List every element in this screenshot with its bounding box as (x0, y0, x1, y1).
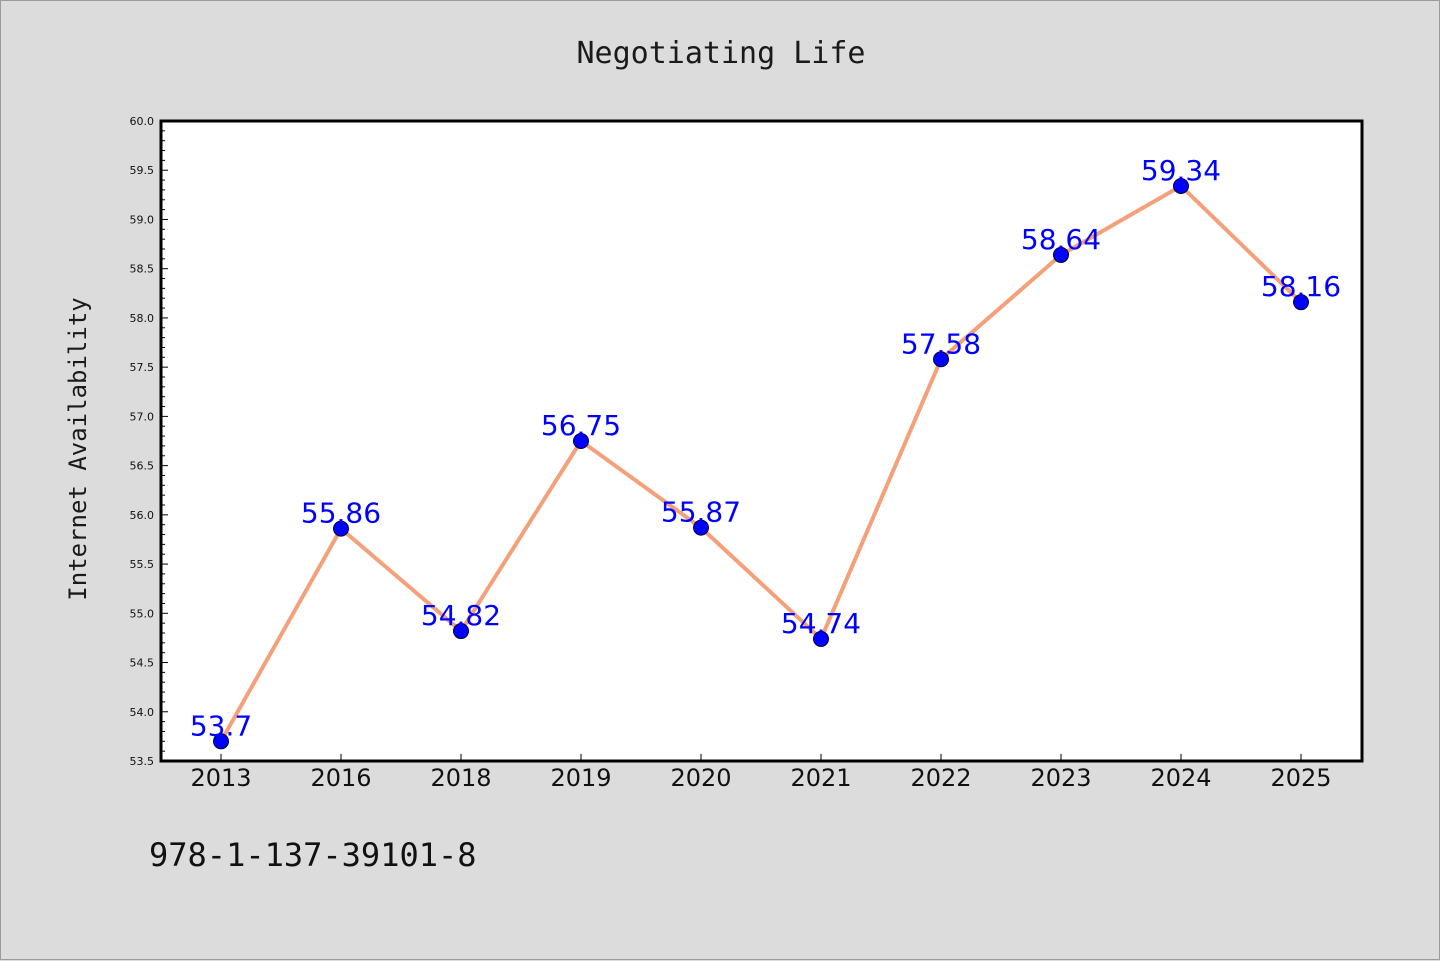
data-point (1173, 177, 1189, 194)
data-point (693, 519, 709, 536)
y-tick-label: 54.0 (130, 706, 155, 719)
y-tick-label: 54.5 (130, 657, 155, 670)
y-axis-label: Internet Availability (64, 297, 92, 600)
data-point (813, 630, 829, 647)
data-point (573, 433, 589, 449)
data-point (1293, 294, 1309, 311)
data-label: 53.7 (190, 709, 252, 742)
data-label: 58.64 (1021, 223, 1101, 256)
plot-area (159, 119, 1364, 763)
y-tick-label: 57.5 (130, 361, 155, 374)
data-point (453, 623, 469, 640)
data-label: 54.74 (781, 607, 861, 640)
data-label: 56.75 (541, 409, 621, 442)
y-tick-label: 55.5 (130, 558, 155, 571)
data-point (1053, 246, 1069, 263)
y-tick-label: 56.0 (130, 509, 155, 522)
data-label: 55.86 (301, 497, 381, 530)
x-tick-label: 2023 (1030, 764, 1091, 792)
y-tick-label: 60.0 (130, 115, 155, 128)
series-line (219, 183, 1303, 744)
x-tick-label: 2021 (790, 764, 851, 792)
data-labels: 53.7 55.86 54.82 56.75 55.87 54.74 57.58 58.64 5… (190, 154, 1341, 742)
y-tick-label: 53.5 (130, 755, 155, 768)
x-tick-label: 2016 (310, 764, 371, 792)
x-tick-label: 2020 (670, 764, 731, 792)
x-tick-label: 2025 (1270, 764, 1331, 792)
y-tick-label: 58.5 (130, 263, 155, 276)
x-axis: 2013 2016 2018 2019 2020 2021 2022 2023 2024 2025 (190, 754, 1332, 792)
chart-title: Negotiating Life (577, 36, 866, 71)
data-label: 58.16 (1261, 270, 1341, 303)
data-label: 55.87 (661, 496, 741, 529)
y-tick-label: 58.0 (130, 312, 155, 325)
y-tick-label: 56.5 (130, 460, 155, 473)
x-tick-label: 2019 (550, 764, 611, 792)
x-tick-label: 2022 (910, 764, 971, 792)
data-point (333, 520, 349, 537)
isbn-text: 978-1-137-39101-8 (149, 836, 477, 874)
data-point (933, 351, 949, 368)
x-tick-label: 2024 (1150, 764, 1211, 792)
y-tick-label: 59.5 (130, 164, 155, 177)
data-label: 59.34 (1141, 154, 1221, 187)
y-tick-label: 57.0 (130, 410, 155, 423)
x-tick-label: 2013 (190, 764, 251, 792)
data-label: 54.82 (421, 599, 501, 632)
data-point (213, 733, 229, 750)
y-axis: 53.5 54.0 54.5 55.0 55.5 56.0 56.5 57.0 57.5 58.0… (130, 115, 168, 768)
y-tick-label: 55.0 (130, 607, 155, 620)
y-tick-label: 59.0 (130, 213, 155, 226)
x-tick-label: 2018 (430, 764, 491, 792)
series-line-group (213, 177, 1309, 750)
data-label: 57.58 (901, 327, 981, 360)
